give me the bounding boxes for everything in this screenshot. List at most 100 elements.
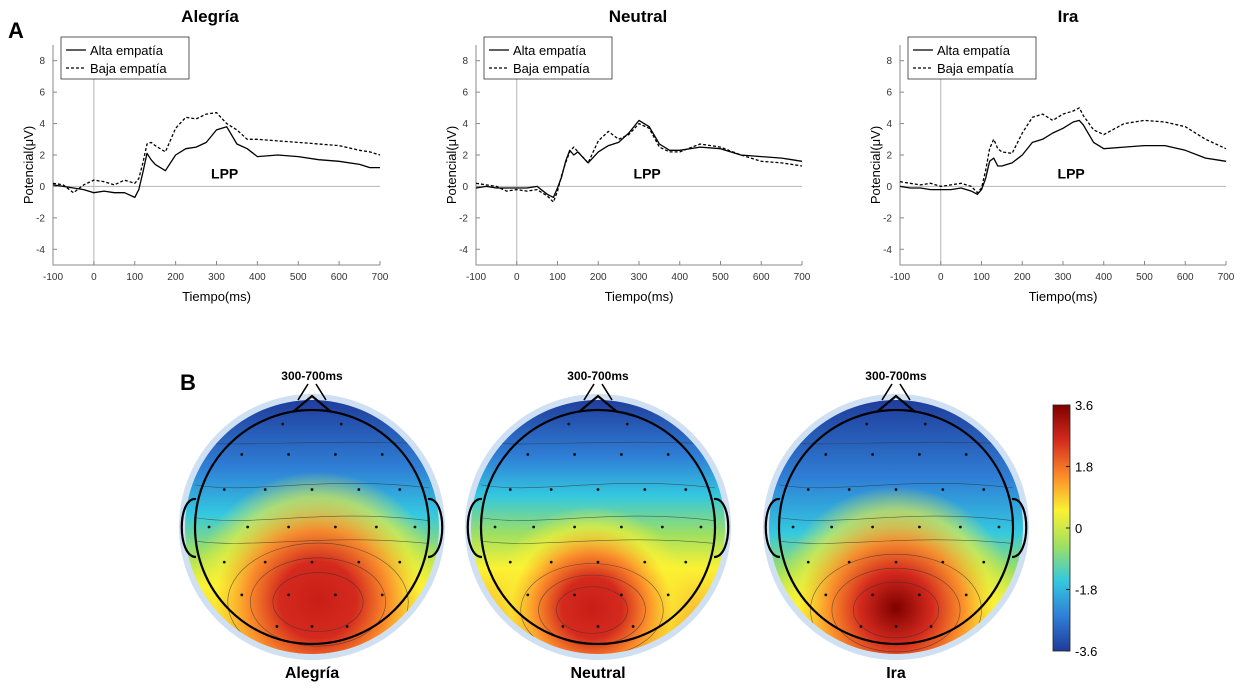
x-tick-label: 700 bbox=[372, 272, 389, 283]
electrode bbox=[596, 625, 600, 628]
electrode bbox=[413, 525, 417, 529]
electrode bbox=[561, 625, 565, 628]
electrode bbox=[345, 625, 349, 628]
lpp-annotation: LPP bbox=[1058, 165, 1085, 181]
x-axis-label: Tiempo(ms) bbox=[605, 289, 674, 304]
x-tick-label: 700 bbox=[1218, 272, 1235, 283]
electrode bbox=[894, 560, 898, 564]
electrode bbox=[620, 593, 623, 597]
chart-title: Neutral bbox=[609, 7, 668, 26]
y-tick-label: 4 bbox=[462, 119, 468, 130]
colorbar-tick-label: 1.8 bbox=[1075, 460, 1093, 475]
x-tick-label: 600 bbox=[753, 272, 770, 283]
electrode bbox=[997, 525, 1001, 529]
electrode bbox=[222, 560, 226, 564]
series-line-alta-empatia bbox=[475, 119, 803, 199]
time-window-label: 300-700ms bbox=[281, 369, 343, 383]
electrode bbox=[918, 593, 921, 597]
legend-box bbox=[907, 36, 1037, 80]
x-tick-label: -100 bbox=[890, 272, 910, 283]
y-tick-label: 6 bbox=[886, 88, 892, 99]
x-tick-label: 200 bbox=[1014, 272, 1031, 283]
scalp-map bbox=[471, 400, 725, 654]
electrode bbox=[246, 525, 250, 529]
electrode bbox=[620, 525, 623, 529]
x-tick-label: 0 bbox=[514, 272, 520, 283]
electrode bbox=[918, 453, 921, 456]
x-tick-label: 100 bbox=[126, 272, 143, 283]
electrode bbox=[310, 560, 314, 564]
series-line-alta-empatia bbox=[899, 119, 1227, 195]
electrode bbox=[806, 560, 810, 564]
y-tick-label: -4 bbox=[36, 245, 45, 256]
electrode bbox=[310, 488, 314, 491]
x-tick-label: 300 bbox=[1055, 272, 1072, 283]
electrode bbox=[643, 560, 647, 564]
y-tick-label: 6 bbox=[462, 88, 468, 99]
legend-entry: Baja empatía bbox=[90, 61, 167, 76]
series-line-alta-empatia bbox=[52, 126, 380, 199]
legend-box bbox=[483, 36, 613, 80]
electrode bbox=[923, 422, 927, 426]
contour-line bbox=[250, 557, 386, 647]
x-tick-label: 300 bbox=[631, 272, 648, 283]
electrode bbox=[567, 422, 571, 426]
electrode bbox=[847, 560, 851, 564]
head-outline bbox=[193, 408, 431, 646]
x-tick-label: 600 bbox=[331, 272, 348, 283]
legend-entry: Baja empatía bbox=[513, 61, 590, 76]
electrode bbox=[207, 525, 211, 529]
contour-line bbox=[778, 515, 1014, 521]
electrode bbox=[287, 525, 290, 529]
electrode bbox=[660, 525, 664, 529]
topomap-label: Ira bbox=[886, 665, 906, 682]
chart-title: Ira bbox=[1058, 7, 1079, 26]
x-tick-label: 600 bbox=[1177, 272, 1194, 283]
electrode bbox=[549, 488, 553, 491]
electrode bbox=[620, 453, 623, 456]
electrode bbox=[310, 625, 314, 628]
electrode bbox=[573, 453, 576, 456]
electrode bbox=[573, 525, 576, 529]
x-tick-label: 200 bbox=[167, 272, 184, 283]
electrode bbox=[380, 593, 384, 597]
x-tick-label: 500 bbox=[290, 272, 307, 283]
head-outline bbox=[479, 408, 717, 646]
electrode bbox=[596, 560, 600, 564]
contour-line bbox=[810, 553, 982, 654]
legend-entry: Alta empatía bbox=[513, 43, 587, 58]
electrode bbox=[964, 593, 968, 597]
lpp-annotation: LPP bbox=[634, 165, 661, 181]
contour-line bbox=[778, 483, 1014, 489]
electrode bbox=[982, 488, 986, 491]
electrode bbox=[398, 488, 402, 491]
electrode bbox=[918, 525, 921, 529]
electrode bbox=[281, 422, 285, 426]
panel-label-b: B bbox=[180, 370, 196, 395]
topomap-label: Neutral bbox=[570, 665, 625, 682]
y-tick-label: 0 bbox=[462, 182, 468, 193]
electrode bbox=[287, 453, 290, 456]
electrode bbox=[929, 625, 933, 628]
y-tick-label: 0 bbox=[39, 182, 45, 193]
erp-chart: Neutral -4 -2 0 2 4 6 8 -100 0 100 200 300 400 500 600 7… bbox=[444, 7, 811, 304]
topomap: 300-700ms Neutral bbox=[465, 369, 731, 682]
x-axis-label: Tiempo(ms) bbox=[1029, 289, 1098, 304]
right-ear-icon bbox=[1011, 497, 1028, 559]
right-ear-icon bbox=[427, 497, 444, 559]
x-tick-label: 300 bbox=[208, 272, 225, 283]
electrode bbox=[526, 593, 530, 597]
electrode bbox=[871, 525, 874, 529]
erp-chart: Alegría -4 -2 0 2 4 6 8 -100 0 100 200 300 400 500 600 7… bbox=[21, 7, 389, 304]
window-leader-lines bbox=[297, 383, 327, 401]
electrode bbox=[894, 625, 898, 628]
contour-line bbox=[194, 539, 430, 544]
x-tick-label: 0 bbox=[91, 272, 97, 283]
electrodes bbox=[791, 422, 1001, 628]
electrode bbox=[625, 422, 629, 426]
legend-entry: Alta empatía bbox=[90, 43, 164, 58]
electrodes bbox=[207, 422, 417, 628]
electrode bbox=[643, 488, 647, 491]
